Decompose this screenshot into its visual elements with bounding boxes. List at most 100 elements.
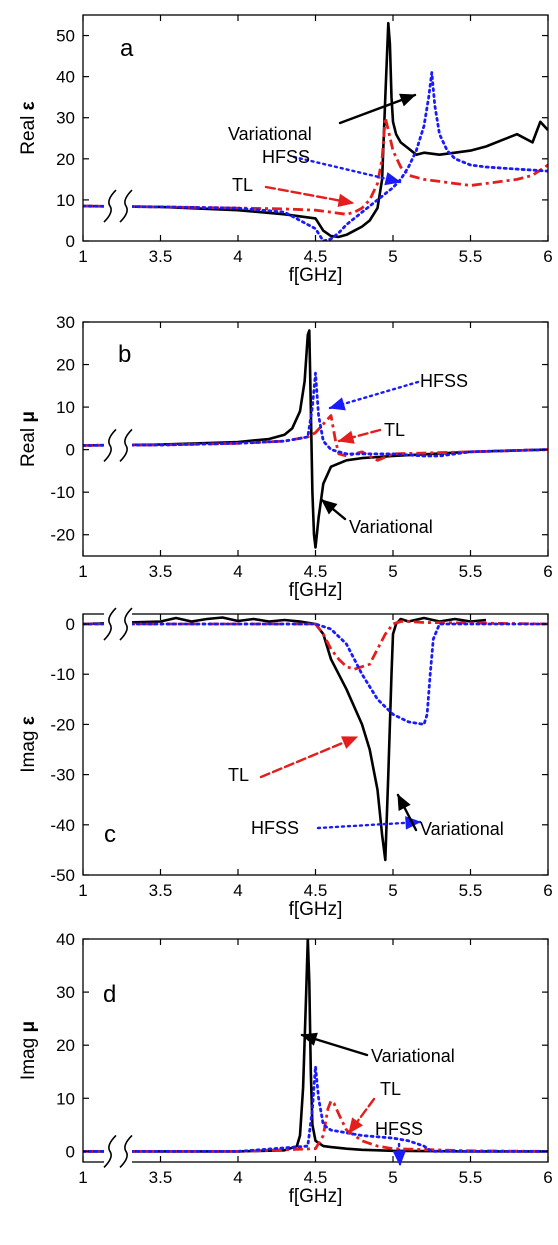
x-axis-label: f[GHz] xyxy=(289,1186,343,1207)
axes-frame xyxy=(82,938,549,1163)
x-tick-label: 5 xyxy=(388,247,397,266)
series-line-hfss xyxy=(83,71,548,241)
annotation-label-hfss: HFSS xyxy=(375,1119,423,1139)
panel-letter: a xyxy=(120,35,134,62)
series-line-tl xyxy=(83,620,548,671)
y-axis-label: Real ε xyxy=(18,101,39,154)
series-line-variational xyxy=(83,329,548,549)
annotation-label-tl: TL xyxy=(228,765,249,785)
arrowhead-icon xyxy=(337,430,355,444)
x-tick-label: 6 xyxy=(543,881,552,900)
y-axis-label: Imag ε xyxy=(18,716,39,773)
axis-break-icon xyxy=(103,606,133,643)
y-tick-label: -10 xyxy=(50,483,75,502)
panel-a: 1 3.5 4 4.5 5 5.5 6 f[GHz] 0 10 20 30 40 50 Real ε a Var… xyxy=(18,14,553,286)
arrowhead-icon xyxy=(341,736,359,749)
y-tick-label: 20 xyxy=(56,150,75,169)
x-tick-label: 5 xyxy=(388,1168,397,1187)
x-tick-label: 5.5 xyxy=(459,247,483,266)
arrowhead-icon xyxy=(392,1150,407,1167)
annotation-label-hfss: HFSS xyxy=(251,818,299,838)
annotation-arrow-hfss xyxy=(316,820,422,830)
annotation-arrow-tl xyxy=(264,185,355,205)
x-axis-label: f[GHz] xyxy=(289,265,343,286)
annotation-label-tl: TL xyxy=(232,175,253,195)
x-tick-label: 5 xyxy=(388,562,397,581)
y-tick-label: -20 xyxy=(50,526,75,545)
x-tick-label: 4 xyxy=(233,562,242,581)
axis-break-icon xyxy=(103,1133,133,1170)
y-tick-label: 0 xyxy=(66,1142,75,1161)
y-tick-label: -30 xyxy=(50,766,75,785)
axis-break-icon xyxy=(103,188,133,225)
x-axis-label: f[GHz] xyxy=(289,580,343,601)
x-tick-label: 6 xyxy=(543,1168,552,1187)
series-line-hfss xyxy=(83,622,548,726)
y-tick-label: 40 xyxy=(56,930,75,949)
x-tick-label: 3.5 xyxy=(149,562,173,581)
annotation-label-hfss: HFSS xyxy=(262,147,310,167)
y-axis-label: Real μ xyxy=(18,411,39,467)
y-tick-label: 0 xyxy=(66,232,75,251)
annotation-label-hfss: HFSS xyxy=(420,371,468,391)
y-tick-label: -10 xyxy=(50,665,75,684)
x-axis-label: f[GHz] xyxy=(289,899,343,920)
annotation-label-tl: TL xyxy=(384,420,405,440)
annotation-label-variational: Variational xyxy=(420,819,504,839)
y-tick-label: -20 xyxy=(50,715,75,734)
x-tick-label: 6 xyxy=(543,247,552,266)
x-tick-label: 1 xyxy=(78,1168,87,1187)
y-tick-label: 30 xyxy=(56,109,75,128)
series-line-tl xyxy=(83,1099,548,1153)
y-tick-label: 40 xyxy=(56,68,75,87)
arrowhead-icon xyxy=(337,193,355,208)
x-tick-label: 5.5 xyxy=(459,562,483,581)
y-tick-label: 0 xyxy=(66,441,75,460)
y-tick-label: 30 xyxy=(56,313,75,332)
x-tick-label: 4.5 xyxy=(304,881,328,900)
y-tick-label: 20 xyxy=(56,1036,75,1055)
panel-c: 1 3.5 4 4.5 5 5.5 6 f[GHz] -50 -40 -30 -20 -10 0 Imag … xyxy=(18,606,553,920)
panel-letter: b xyxy=(118,341,131,368)
series-line-variational xyxy=(83,21,548,239)
series-line-tl xyxy=(83,116,548,216)
arrowhead-icon xyxy=(399,93,417,107)
y-tick-label: 0 xyxy=(66,615,75,634)
y-tick-label: 10 xyxy=(56,191,75,210)
x-tick-label: 4 xyxy=(233,1168,242,1187)
annotation-arrow-hfss xyxy=(292,155,402,184)
y-axis-label: Imag μ xyxy=(18,1021,39,1080)
y-tick-label: 20 xyxy=(56,356,75,375)
x-tick-label: 4.5 xyxy=(304,247,328,266)
arrowhead-icon xyxy=(384,172,402,186)
x-tick-label: 4.5 xyxy=(304,562,328,581)
y-tick-label: 30 xyxy=(56,983,75,1002)
axis-break-icon xyxy=(103,427,133,464)
x-tick-label: 5.5 xyxy=(459,881,483,900)
x-tick-label: 3.5 xyxy=(149,247,173,266)
series-line-hfss xyxy=(83,371,548,458)
arrowhead-icon xyxy=(321,499,338,515)
annotation-label-variational: Variational xyxy=(228,124,312,144)
arrowhead-icon xyxy=(328,397,346,411)
y-tick-label: 10 xyxy=(56,398,75,417)
series-line-variational xyxy=(83,939,548,1153)
arrowhead-icon xyxy=(397,793,411,811)
x-tick-label: 3.5 xyxy=(149,881,173,900)
y-tick-label: -40 xyxy=(50,816,75,835)
x-tick-label: 6 xyxy=(543,562,552,581)
x-tick-label: 5.5 xyxy=(459,1168,483,1187)
annotation-arrow-tl xyxy=(259,735,359,779)
y-tick-label: 50 xyxy=(56,27,75,46)
panel-letter: c xyxy=(104,821,116,848)
x-tick-label: 5 xyxy=(388,881,397,900)
x-tick-label: 1 xyxy=(78,247,87,266)
y-tick-label: -50 xyxy=(50,866,75,885)
annotation-label-tl: TL xyxy=(380,1079,401,1099)
axes-frame xyxy=(82,321,549,557)
x-tick-label: 3.5 xyxy=(149,1168,173,1187)
panel-letter: d xyxy=(103,981,116,1008)
panel-b: 1 3.5 4 4.5 5 5.5 6 f[GHz] -20 -10 0 10 20 30 Real μ b H… xyxy=(18,313,553,601)
arrowhead-icon xyxy=(300,1032,318,1046)
